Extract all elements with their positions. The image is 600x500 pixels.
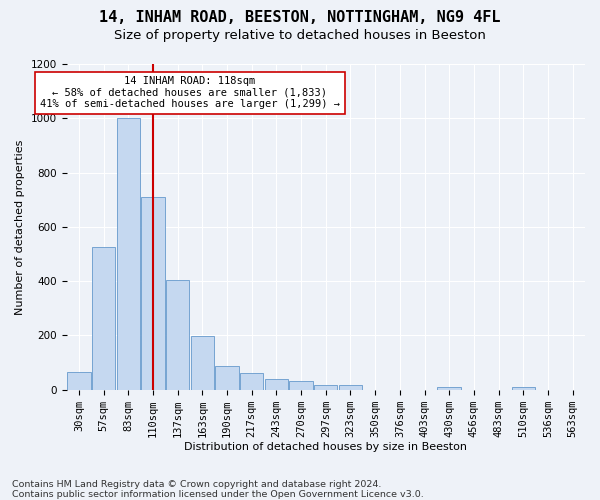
Bar <box>141 197 164 390</box>
Bar <box>512 387 535 390</box>
Y-axis label: Number of detached properties: Number of detached properties <box>15 139 25 314</box>
Bar <box>191 336 214 390</box>
Text: Contains HM Land Registry data © Crown copyright and database right 2024.
Contai: Contains HM Land Registry data © Crown c… <box>12 480 424 499</box>
Bar <box>67 372 91 390</box>
Text: Size of property relative to detached houses in Beeston: Size of property relative to detached ho… <box>114 28 486 42</box>
Bar <box>314 385 337 390</box>
Text: 14, INHAM ROAD, BEESTON, NOTTINGHAM, NG9 4FL: 14, INHAM ROAD, BEESTON, NOTTINGHAM, NG9… <box>99 10 501 25</box>
X-axis label: Distribution of detached houses by size in Beeston: Distribution of detached houses by size … <box>184 442 467 452</box>
Bar <box>166 280 190 390</box>
Bar <box>240 374 263 390</box>
Bar <box>265 379 288 390</box>
Bar <box>339 385 362 390</box>
Text: 14 INHAM ROAD: 118sqm
← 58% of detached houses are smaller (1,833)
41% of semi-d: 14 INHAM ROAD: 118sqm ← 58% of detached … <box>40 76 340 110</box>
Bar <box>215 366 239 390</box>
Bar <box>437 387 461 390</box>
Bar <box>116 118 140 390</box>
Bar <box>289 381 313 390</box>
Bar <box>92 247 115 390</box>
